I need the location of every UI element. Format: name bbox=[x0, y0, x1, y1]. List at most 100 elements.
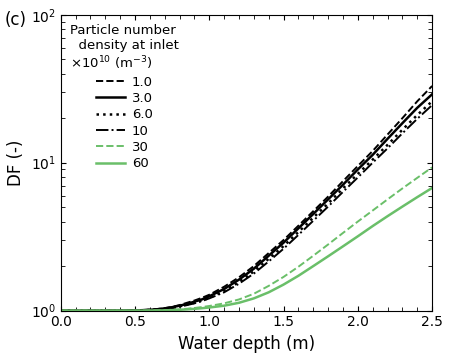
Line: 6.0: 6.0 bbox=[61, 101, 432, 311]
3.0 bbox=[154, 307, 160, 311]
6.0 bbox=[310, 216, 316, 220]
10 bbox=[132, 309, 138, 313]
60 bbox=[296, 274, 301, 278]
30 bbox=[199, 305, 204, 309]
1.0 bbox=[58, 309, 63, 313]
1.0 bbox=[370, 149, 375, 153]
30 bbox=[169, 308, 175, 312]
10 bbox=[296, 233, 301, 237]
3.0 bbox=[58, 309, 63, 313]
10 bbox=[370, 161, 375, 165]
6.0 bbox=[266, 257, 271, 261]
6.0 bbox=[281, 244, 286, 248]
60 bbox=[88, 309, 93, 313]
3.0 bbox=[310, 212, 316, 216]
10 bbox=[236, 282, 242, 286]
Line: 1.0: 1.0 bbox=[61, 86, 432, 311]
6.0 bbox=[147, 308, 153, 312]
10 bbox=[117, 309, 123, 313]
60 bbox=[221, 303, 227, 308]
30 bbox=[184, 307, 189, 311]
60 bbox=[429, 186, 435, 190]
3.0 bbox=[192, 300, 197, 304]
X-axis label: Water depth (m): Water depth (m) bbox=[178, 335, 315, 353]
10 bbox=[88, 309, 93, 313]
10 bbox=[103, 309, 108, 313]
6.0 bbox=[340, 186, 346, 190]
30 bbox=[355, 219, 360, 224]
6.0 bbox=[88, 309, 93, 313]
30 bbox=[103, 309, 108, 313]
3.0 bbox=[88, 309, 93, 313]
1.0 bbox=[236, 275, 242, 279]
3.0 bbox=[147, 308, 153, 312]
10 bbox=[154, 307, 160, 312]
Y-axis label: DF (-): DF (-) bbox=[7, 140, 25, 186]
3.0 bbox=[103, 309, 108, 313]
1.0 bbox=[325, 194, 331, 199]
3.0 bbox=[169, 305, 175, 309]
1.0 bbox=[140, 308, 145, 312]
1.0 bbox=[251, 264, 256, 268]
10 bbox=[266, 259, 271, 264]
1.0 bbox=[340, 179, 346, 183]
30 bbox=[266, 284, 271, 288]
3.0 bbox=[236, 278, 242, 282]
3.0 bbox=[281, 240, 286, 245]
1.0 bbox=[88, 309, 93, 313]
6.0 bbox=[184, 302, 189, 307]
60 bbox=[140, 309, 145, 313]
3.0 bbox=[73, 309, 78, 313]
30 bbox=[385, 197, 390, 202]
1.0 bbox=[147, 307, 153, 312]
30 bbox=[414, 176, 420, 180]
30 bbox=[147, 309, 153, 313]
3.0 bbox=[207, 294, 212, 298]
30 bbox=[88, 309, 93, 313]
30 bbox=[429, 165, 435, 170]
3.0 bbox=[251, 266, 256, 271]
3.0 bbox=[400, 121, 405, 125]
60 bbox=[385, 214, 390, 218]
6.0 bbox=[73, 309, 78, 313]
30 bbox=[132, 309, 138, 313]
3.0 bbox=[266, 253, 271, 258]
60 bbox=[177, 308, 182, 312]
60 bbox=[340, 244, 346, 248]
1.0 bbox=[192, 298, 197, 303]
30 bbox=[281, 275, 286, 279]
1.0 bbox=[169, 305, 175, 309]
1.0 bbox=[221, 285, 227, 289]
60 bbox=[355, 234, 360, 238]
3.0 bbox=[355, 167, 360, 172]
3.0 bbox=[296, 226, 301, 230]
30 bbox=[192, 306, 197, 310]
30 bbox=[140, 309, 145, 313]
10 bbox=[184, 303, 189, 307]
6.0 bbox=[117, 309, 123, 313]
10 bbox=[355, 175, 360, 180]
1.0 bbox=[117, 309, 123, 313]
30 bbox=[370, 208, 375, 213]
1.0 bbox=[184, 301, 189, 305]
6.0 bbox=[103, 309, 108, 313]
3.0 bbox=[199, 297, 204, 302]
30 bbox=[400, 186, 405, 190]
Text: (c): (c) bbox=[4, 11, 27, 29]
1.0 bbox=[132, 308, 138, 312]
30 bbox=[296, 265, 301, 269]
10 bbox=[147, 308, 153, 312]
10 bbox=[281, 247, 286, 251]
30 bbox=[251, 292, 256, 296]
3.0 bbox=[162, 306, 167, 311]
6.0 bbox=[192, 301, 197, 305]
3.0 bbox=[429, 92, 435, 96]
10 bbox=[221, 290, 227, 294]
1.0 bbox=[73, 309, 78, 313]
1.0 bbox=[429, 84, 435, 88]
1.0 bbox=[207, 293, 212, 297]
60 bbox=[199, 306, 204, 310]
30 bbox=[310, 253, 316, 258]
30 bbox=[221, 301, 227, 306]
3.0 bbox=[140, 308, 145, 312]
